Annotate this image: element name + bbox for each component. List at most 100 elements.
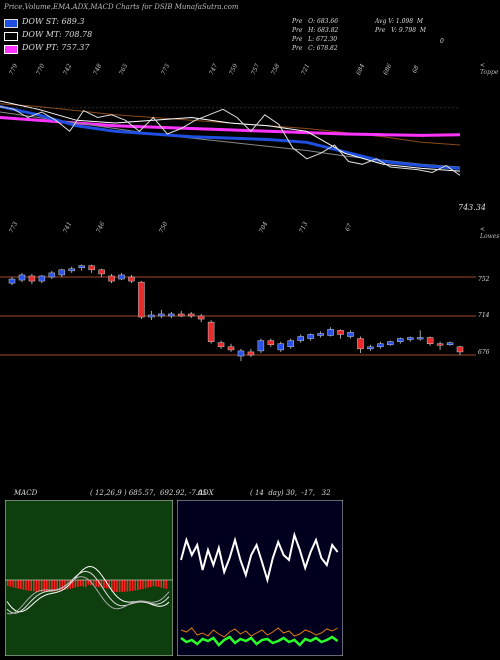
macd-histogram-bar (35, 580, 38, 592)
macd-histogram-bar (152, 580, 155, 587)
macd-histogram-bar (155, 580, 157, 587)
macd-histogram-bar (98, 580, 100, 588)
candle-body (327, 329, 334, 336)
adx-panel (177, 500, 343, 656)
info-pre-volume: Pre V: 9.798 M (375, 27, 426, 34)
candle-body (257, 340, 265, 352)
macd-histogram-bar (64, 580, 66, 590)
macd-histogram-bar (113, 580, 116, 592)
ema-st-line (0, 105, 461, 170)
legend-label-st: DOW ST: 689.3 (22, 17, 85, 26)
macd-histogram-bar (56, 580, 58, 592)
adx-label: ADX (198, 489, 214, 497)
candle-body (207, 321, 215, 342)
candle-body (297, 336, 304, 341)
info-zero: 0 (440, 38, 444, 45)
macd-histogram-bar (105, 580, 108, 589)
candle-body (128, 276, 135, 282)
macd-histogram-bar (48, 580, 51, 592)
candle-body (406, 337, 414, 340)
macd-signal-line (6, 570, 170, 614)
candle-body (377, 343, 384, 348)
macd-histogram-bar (134, 580, 136, 591)
candle-body (287, 340, 295, 348)
candle-body (158, 313, 165, 317)
macd-histogram-bar (33, 580, 35, 592)
ema-last-label: 743.34 (458, 203, 486, 212)
candle-body (247, 351, 255, 356)
macd-histogram-bar (139, 580, 142, 590)
macd-histogram-bar (59, 580, 61, 591)
macd-histogram-bar (77, 580, 79, 587)
macd-histogram-bar (87, 580, 90, 585)
macd-histogram-bar (14, 580, 17, 588)
macd-histogram-bar (100, 580, 103, 588)
hline-label-676: 676 (478, 349, 490, 356)
macd-histogram-bar (137, 580, 139, 590)
macd-histogram-bar (38, 580, 40, 592)
macd-histogram-bar (43, 580, 45, 592)
macd-histogram-bar (61, 580, 64, 591)
candle-body (307, 334, 314, 339)
macd-histogram-bar (51, 580, 53, 592)
top-right-label: < Toppe (480, 62, 499, 76)
macd-histogram-bar (74, 580, 77, 588)
macd-panel (5, 500, 173, 656)
macd-histogram-bar (147, 580, 149, 588)
candle-body (138, 281, 145, 318)
ema-pt-line (0, 116, 461, 137)
macd-histogram-bar (25, 580, 27, 591)
adx-minus-di-line (180, 627, 338, 638)
macd-histogram-bar (157, 580, 160, 587)
macd-histogram-bar (79, 580, 82, 587)
candle-body (78, 265, 85, 269)
candle-body (347, 332, 354, 337)
candle-body (397, 338, 404, 342)
macd-third-line (6, 576, 170, 615)
macd-histogram-bar (53, 580, 56, 592)
candle-body (18, 274, 26, 281)
hline-label-752: 752 (478, 276, 490, 283)
macd-label: MACD (14, 489, 38, 497)
macd-histogram-bar (165, 580, 168, 589)
macd-histogram-bar (144, 580, 147, 589)
candle-body (317, 333, 324, 336)
info-pre-open: Pre O: 683.66 (292, 18, 339, 25)
macd-params: ( 12,26,9 ) 685.57, 692.92, -7.05 (90, 489, 207, 497)
candle-body (426, 337, 434, 344)
macd-histogram-bar (30, 580, 32, 592)
macd-histogram-bar (7, 580, 9, 586)
candle-body (118, 274, 125, 280)
price-line (0, 106, 461, 176)
macd-histogram-bar (163, 580, 165, 589)
macd-histogram-bar (46, 580, 48, 592)
macd-histogram-bar (22, 580, 25, 590)
macd-histogram-bar (131, 580, 134, 591)
candle-body (88, 265, 95, 271)
candle-body (237, 350, 245, 357)
candle-body (28, 275, 36, 282)
candle-body (446, 342, 454, 345)
macd-histogram-bar (111, 580, 113, 592)
macd-background (5, 500, 173, 656)
macd-histogram-bar (17, 580, 19, 589)
chart-title: Price,Volume,EMA,ADX,MACD Charts for DSI… (4, 3, 239, 11)
info-pre-low: Pre L: 672.30 (292, 36, 338, 43)
macd-histogram-bar (95, 580, 97, 587)
candle-body (416, 337, 424, 340)
info-pre-high: Pre H: 683.82 (292, 27, 339, 34)
macd-histogram-bar (142, 580, 144, 589)
candle-body (197, 315, 205, 320)
candle-body (98, 269, 105, 275)
adx-line (180, 531, 339, 584)
candle-body (456, 346, 464, 353)
candle-body (436, 343, 444, 346)
price-chart (0, 100, 476, 362)
bottom-right-label: < Lowes (480, 226, 500, 240)
candle-body (48, 272, 56, 278)
macd-histogram-bar (126, 580, 129, 592)
candle-body (387, 341, 394, 345)
macd-histogram-bar (116, 580, 118, 592)
macd-histogram-bar (27, 580, 30, 591)
candle-body (148, 314, 155, 318)
